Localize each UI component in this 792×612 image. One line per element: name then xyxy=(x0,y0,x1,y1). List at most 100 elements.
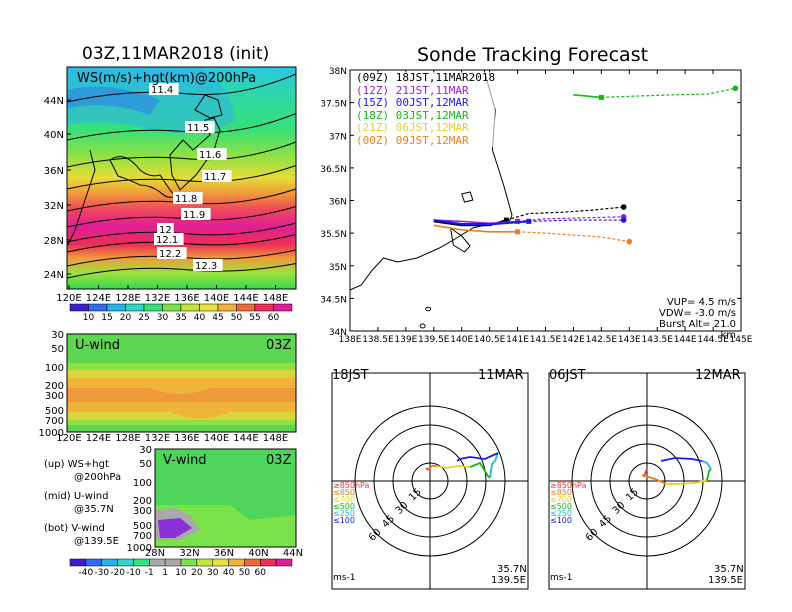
colorbar-tick-label: 50 xyxy=(231,313,243,323)
bottom-colorbar-swatch xyxy=(117,558,134,567)
contour-label: 11.9 xyxy=(183,210,205,221)
legend-item: (15Z) 00JST,12MAR xyxy=(356,96,469,109)
vwind-lat-label: 28N xyxy=(145,548,165,559)
bottom-colorbar-tick-label: 10 xyxy=(175,568,187,578)
bottom-colorbar-tick-label: -20 xyxy=(110,568,125,578)
colorbar-tick-label: 15 xyxy=(101,313,112,323)
vwind-p-label: 300 xyxy=(133,506,152,517)
track-line-solid xyxy=(433,224,518,233)
polar-right-ring-label: 45 xyxy=(597,513,614,530)
lon-tick-label: 140E xyxy=(204,293,229,304)
contour-label-bg xyxy=(157,247,187,259)
polar-left-level-label: ≤700 xyxy=(333,495,355,504)
colorbar-tick-label: 55 xyxy=(249,313,260,323)
polar-left-level-label: ≥850hPa xyxy=(333,481,370,490)
ws-weak-region xyxy=(67,67,235,134)
uwind-lon-label: 132E xyxy=(145,433,170,444)
colorbar-tick-label: 30 xyxy=(157,313,169,323)
bottom-colorbar-swatch xyxy=(228,558,245,567)
polar-right-hodograph xyxy=(641,474,666,485)
polar-right-loc1: 35.7N xyxy=(714,564,744,575)
vwind-p-label: 30 xyxy=(139,445,152,456)
contour-label-bg xyxy=(181,208,211,220)
track-lon-label: 139.5E xyxy=(418,335,450,345)
polar-left-frame xyxy=(331,372,529,590)
bottom-colorbar-swatch xyxy=(244,558,261,567)
lon-tick-label: 132E xyxy=(145,293,170,304)
vwind-p-label: 100 xyxy=(133,478,152,489)
bottom-colorbar-swatch xyxy=(212,558,229,567)
height-contour xyxy=(66,249,297,267)
height-contour xyxy=(66,141,297,168)
colorbar-swatch xyxy=(106,303,126,312)
uwind-peak xyxy=(67,388,296,402)
polar-left-level-label: ≤100 xyxy=(333,516,355,525)
sonde-params: VUP= 4.5 m/s VDW= -3.0 m/s Burst Alt= 21… xyxy=(644,297,736,341)
vwind-lat-label: 32N xyxy=(179,548,199,559)
uwind-p-label: 500 xyxy=(45,406,64,417)
colorbar-swatch xyxy=(199,303,219,312)
track-lat-label: 35.5N xyxy=(320,230,347,240)
contour-label-bg xyxy=(157,223,174,235)
uwind-p-label: 30 xyxy=(51,330,64,341)
track-lon-label: 138E xyxy=(339,335,362,345)
legend-item: (18Z) 03JST,12MAR xyxy=(356,108,469,122)
note-bot2: @139.5E xyxy=(74,536,119,547)
track-lon-label: 141.5E xyxy=(530,335,562,345)
lat-tick-label: 36N xyxy=(44,166,64,177)
polar-left-ring-label: 60 xyxy=(367,527,384,544)
bottom-colorbar-tick-label: -40 xyxy=(79,568,94,578)
lon-tick-label: 148E xyxy=(263,293,288,304)
track-burst-marker xyxy=(515,229,521,235)
lat-tick-label: 40N xyxy=(44,130,64,141)
uwind-frame xyxy=(66,333,297,433)
vwind-p-label: 50 xyxy=(139,459,152,470)
ws-weakest-region xyxy=(67,86,160,115)
polar-left-time: 18JST xyxy=(332,368,369,383)
left-title: 03Z,11MAR2018 (init) xyxy=(82,44,270,64)
colorbar-tick-label: 20 xyxy=(120,313,132,323)
colorbar-swatch xyxy=(180,303,200,312)
contour-label: 12 xyxy=(159,225,172,236)
track-lat-label: 36.5N xyxy=(320,165,347,175)
bottom-colorbar-swatch xyxy=(164,558,182,567)
coastline xyxy=(349,69,513,291)
polar-left-date: 11MAR xyxy=(478,368,524,383)
polar-left-hodograph xyxy=(456,452,499,462)
height-contour xyxy=(66,165,297,190)
bottom-colorbar-swatch xyxy=(101,558,118,567)
polar-right-level-label: ≤250 xyxy=(550,509,572,518)
island xyxy=(425,306,432,312)
contour-label-bg xyxy=(154,233,184,245)
legend-item: (12Z) 21JST,11MAR xyxy=(356,83,469,97)
bottom-colorbar-tick-label: 60 xyxy=(255,568,267,578)
colorbar-tick-label: 35 xyxy=(175,313,186,323)
polar-right-level-label: ≤500 xyxy=(550,502,572,511)
vwind-p-label: 500 xyxy=(133,521,152,532)
track-lat-label: 36N xyxy=(329,198,347,208)
bottom-colorbar-swatch xyxy=(180,558,198,567)
colorbar-swatch xyxy=(69,303,89,312)
polar-left-unit: ms-1 xyxy=(333,573,356,583)
bottom-colorbar-tick-label: 1 xyxy=(162,568,168,578)
polar-left-hodograph xyxy=(489,452,499,479)
colorbar-swatch xyxy=(162,303,182,312)
track-lon-label: 142.5E xyxy=(586,335,618,345)
polar-right-ring-label: 60 xyxy=(584,527,601,544)
track-lat-label: 34.5N xyxy=(320,295,347,305)
contour-label: 11.4 xyxy=(151,85,173,96)
polar-left-loc2: 139.5E xyxy=(491,575,526,586)
lon-tick-label: 128E xyxy=(115,293,140,304)
track-lat-label: 34N xyxy=(329,328,347,338)
colorbar-tick-label: 45 xyxy=(212,313,223,323)
track-lon-label: 143E xyxy=(618,335,641,345)
param-vdw: VDW= -3.0 m/s xyxy=(659,308,736,319)
polar-right-hodograph xyxy=(665,479,708,485)
colorbar-tick-label: 40 xyxy=(194,313,206,323)
lat-tick-label: 44N xyxy=(44,96,64,107)
colorbar-swatch xyxy=(236,303,256,312)
map-label: WS(m/s)+hgt(km)@200hPa xyxy=(77,71,257,86)
track-end-point xyxy=(620,217,627,223)
polar-right-unit: ms-1 xyxy=(550,573,573,583)
bottom-colorbar-tick-label: 50 xyxy=(239,568,251,578)
